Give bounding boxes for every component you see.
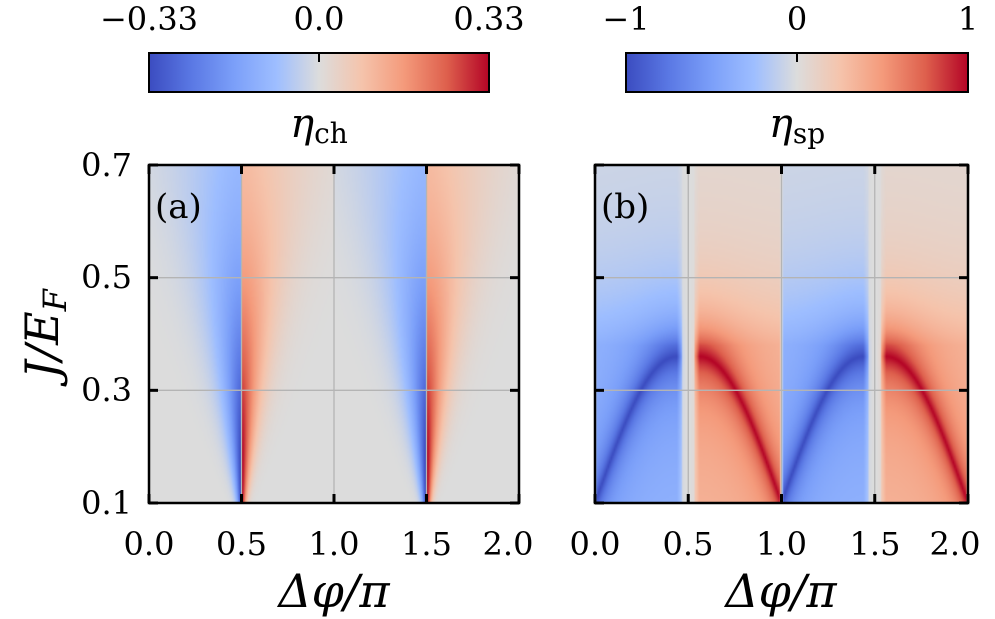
y-tick-label-a: 0.1 — [81, 484, 132, 522]
colorbar-b-tick-label: −1 — [602, 0, 649, 38]
x-axis-title-b: Δφ/π — [723, 564, 837, 618]
colorbar-a-tick-label: 0.0 — [294, 0, 345, 38]
x-tick-label-a: 2.0 — [483, 525, 534, 563]
x-tick-label-a: 1.0 — [309, 525, 360, 563]
panel-label-b: (b) — [601, 187, 649, 227]
grid-a — [149, 165, 519, 503]
colorbar-a: −0.33 0.0 0.33 ηch — [100, 0, 525, 150]
y-axis-title: J/EF — [15, 287, 74, 387]
x-tick-label-a: 0.0 — [124, 525, 175, 563]
colorbar-b-title-sub: sp — [793, 117, 825, 150]
x-tick-label-b: 0.0 — [570, 525, 621, 563]
y-tick-label-a: 0.5 — [81, 258, 132, 296]
colorbar-b-tick-label: 1 — [958, 0, 978, 38]
heatmap-panel-a: (a) 0.0 0.5 1.0 1.5 2.0 0.7 0.5 0.3 0.1 … — [15, 146, 533, 618]
colorbar-a-tick-label: −0.33 — [100, 0, 198, 38]
x-tick-label-b: 2.0 — [930, 525, 981, 563]
x-axis-title-a: Δφ/π — [276, 564, 390, 618]
x-tick-label-a: 1.5 — [401, 525, 452, 563]
x-tick-label-b: 0.5 — [663, 525, 714, 563]
colorbar-b-title: ηsp — [769, 101, 825, 150]
colorbar-a-title-sub: ch — [314, 117, 348, 150]
y-tick-label-a: 0.7 — [81, 146, 132, 184]
grid-b — [595, 165, 968, 503]
colorbar-b-tick-label: 0 — [787, 0, 807, 38]
heatmap-panel-b: (b) 0.0 0.5 1.0 1.5 2.0 Δφ/π — [570, 163, 981, 618]
colorbar-a-title: ηch — [290, 101, 348, 150]
y-axis-title-main: J/E — [15, 311, 69, 387]
panel-label-a: (a) — [155, 187, 202, 227]
plot-frame-b — [593, 163, 970, 505]
colorbar-b: −1 0 1 ηsp — [602, 0, 978, 150]
x-tick-label-b: 1.5 — [850, 525, 901, 563]
colorbar-a-tick-label: 0.33 — [453, 0, 524, 38]
x-tick-label-a: 0.5 — [216, 525, 267, 563]
y-tick-label-a: 0.3 — [81, 371, 132, 409]
colorbar-a-title-symbol: η — [290, 101, 314, 147]
x-tick-label-b: 1.0 — [756, 525, 807, 563]
plot-frame-a — [147, 163, 521, 505]
colorbar-b-title-symbol: η — [769, 101, 793, 147]
y-axis-title-sub: F — [36, 287, 74, 312]
